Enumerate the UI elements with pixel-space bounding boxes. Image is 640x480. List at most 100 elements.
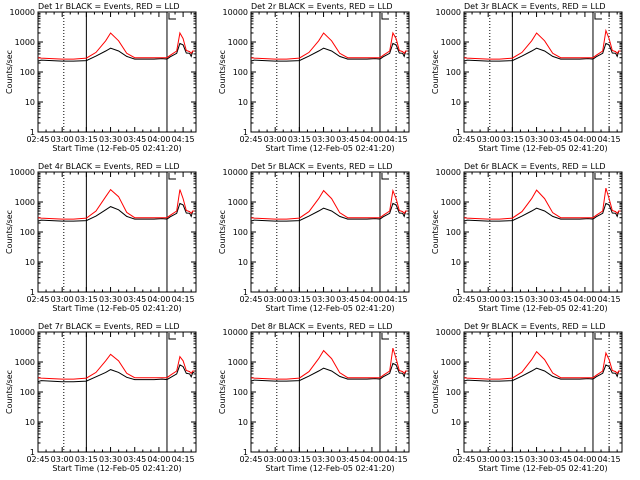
x-tick-label: 03:00: [264, 295, 287, 304]
bracket-mark: [168, 333, 176, 340]
x-tick-label: 03:30: [99, 455, 122, 464]
bracket-mark: [381, 13, 389, 20]
x-tick-label: 04:00: [573, 135, 596, 144]
lld-series-line: [250, 188, 408, 220]
x-tick-label: 03:30: [312, 455, 335, 464]
y-tick-label: 1: [456, 448, 461, 457]
chart-panel-8: Det 8r BLACK = Events, RED = LLD 1 10 100 10…: [218, 322, 410, 473]
x-axis-label: Start Time (12-Feb-05 02:41:20): [478, 144, 607, 153]
x-tick-label: 03:15: [75, 135, 98, 144]
bracket-mark: [594, 333, 602, 340]
x-tick-label: 04:00: [147, 455, 170, 464]
y-tick-label: 10: [25, 258, 35, 267]
x-axis-label: Start Time (12-Feb-05 02:41:20): [265, 464, 394, 473]
y-axis-label: Counts/sec: [218, 50, 227, 94]
chart-panel-3: Det 3r BLACK = Events, RED = LLD 1 10 100 10…: [431, 2, 623, 153]
x-tick-label: 04:15: [385, 295, 408, 304]
y-tick-label: 1: [456, 288, 461, 297]
x-tick-label: 03:15: [501, 455, 524, 464]
bracket-mark: [381, 173, 389, 180]
x-tick-label: 02:45: [239, 295, 262, 304]
lld-series-line: [250, 347, 408, 380]
x-axis-label: Start Time (12-Feb-05 02:41:20): [478, 304, 607, 313]
x-tick-label: 03:30: [99, 295, 122, 304]
bracket-mark: [168, 13, 176, 20]
events-series-line: [37, 202, 195, 222]
y-tick-label: 100: [20, 388, 35, 397]
x-tick-label: 02:45: [452, 295, 475, 304]
x-tick-label: 04:15: [172, 295, 195, 304]
x-tick-label: 04:15: [598, 455, 621, 464]
plot-frame: [37, 11, 197, 133]
bracket-mark: [381, 333, 389, 340]
bracket-mark: [168, 173, 176, 180]
y-tick-label: 1: [243, 128, 248, 137]
x-tick-label: 03:15: [288, 455, 311, 464]
x-tick-label: 04:15: [385, 455, 408, 464]
x-tick-label: 03:30: [312, 295, 335, 304]
chart-panel-4: Det 4r BLACK = Events, RED = LLD 1 10 100 10…: [5, 162, 197, 313]
y-tick-label: 100: [20, 228, 35, 237]
x-tick-label: 03:45: [123, 295, 146, 304]
x-tick-label: 03:00: [51, 455, 74, 464]
x-tick-label: 03:45: [336, 455, 359, 464]
chart-panel-2: Det 2r BLACK = Events, RED = LLD 1 10 100 10…: [218, 2, 410, 153]
y-tick-label: 10000: [436, 168, 461, 177]
y-tick-label: 100: [233, 228, 248, 237]
lld-series-line: [463, 187, 621, 220]
y-tick-label: 10: [25, 98, 35, 107]
chart-panel-1: Det 1r BLACK = Events, RED = LLD 1 10 100 10…: [5, 2, 197, 153]
x-tick-label: 03:45: [549, 295, 572, 304]
y-tick-label: 10000: [10, 168, 35, 177]
x-tick-label: 04:15: [385, 135, 408, 144]
lld-series-line: [463, 28, 621, 60]
y-tick-label: 10: [238, 98, 248, 107]
y-axis-label: Counts/sec: [5, 50, 14, 94]
chart-panel-6: Det 6r BLACK = Events, RED = LLD 1 10 100 10…: [431, 162, 623, 313]
x-axis-label: Start Time (12-Feb-05 02:41:20): [478, 464, 607, 473]
y-tick-label: 100: [233, 388, 248, 397]
x-tick-label: 03:00: [264, 135, 287, 144]
x-tick-label: 03:30: [99, 135, 122, 144]
y-axis-label: Counts/sec: [431, 370, 440, 414]
plot-frame: [37, 331, 197, 453]
x-tick-label: 03:15: [75, 295, 98, 304]
y-tick-label: 1000: [228, 38, 248, 47]
events-series-line: [250, 362, 408, 382]
chart-title: Det 5r BLACK = Events, RED = LLD: [251, 162, 393, 171]
plot-frame: [463, 331, 623, 453]
plot-frame: [250, 171, 410, 293]
x-tick-label: 03:45: [336, 295, 359, 304]
y-tick-label: 1000: [441, 38, 461, 47]
chart-panel-5: Det 5r BLACK = Events, RED = LLD 1 10 100 10…: [218, 162, 410, 313]
y-tick-label: 1000: [441, 358, 461, 367]
x-tick-label: 02:45: [26, 455, 49, 464]
chart-title: Det 3r BLACK = Events, RED = LLD: [464, 2, 606, 11]
x-tick-label: 03:45: [549, 135, 572, 144]
x-tick-label: 04:15: [172, 455, 195, 464]
y-tick-label: 100: [446, 388, 461, 397]
lld-series-line: [37, 353, 195, 380]
x-tick-label: 04:15: [172, 135, 195, 144]
y-tick-label: 10000: [223, 8, 248, 17]
x-tick-label: 02:45: [452, 135, 475, 144]
events-series-line: [250, 42, 408, 62]
plot-frame: [463, 11, 623, 133]
x-axis-label: Start Time (12-Feb-05 02:41:20): [265, 144, 394, 153]
y-tick-label: 100: [446, 228, 461, 237]
y-tick-label: 10: [238, 258, 248, 267]
y-tick-label: 10000: [436, 8, 461, 17]
x-tick-label: 02:45: [239, 135, 262, 144]
x-tick-label: 03:30: [525, 455, 548, 464]
lld-series-line: [37, 31, 195, 60]
y-axis-label: Counts/sec: [218, 210, 227, 254]
y-axis-label: Counts/sec: [431, 210, 440, 254]
chart-title: Det 7r BLACK = Events, RED = LLD: [38, 322, 180, 331]
chart-title: Det 8r BLACK = Events, RED = LLD: [251, 322, 393, 331]
chart-title: Det 9r BLACK = Events, RED = LLD: [464, 322, 606, 331]
chart-panel-9: Det 9r BLACK = Events, RED = LLD 1 10 100 10…: [431, 322, 623, 473]
x-tick-label: 04:15: [598, 295, 621, 304]
x-tick-label: 03:00: [477, 455, 500, 464]
